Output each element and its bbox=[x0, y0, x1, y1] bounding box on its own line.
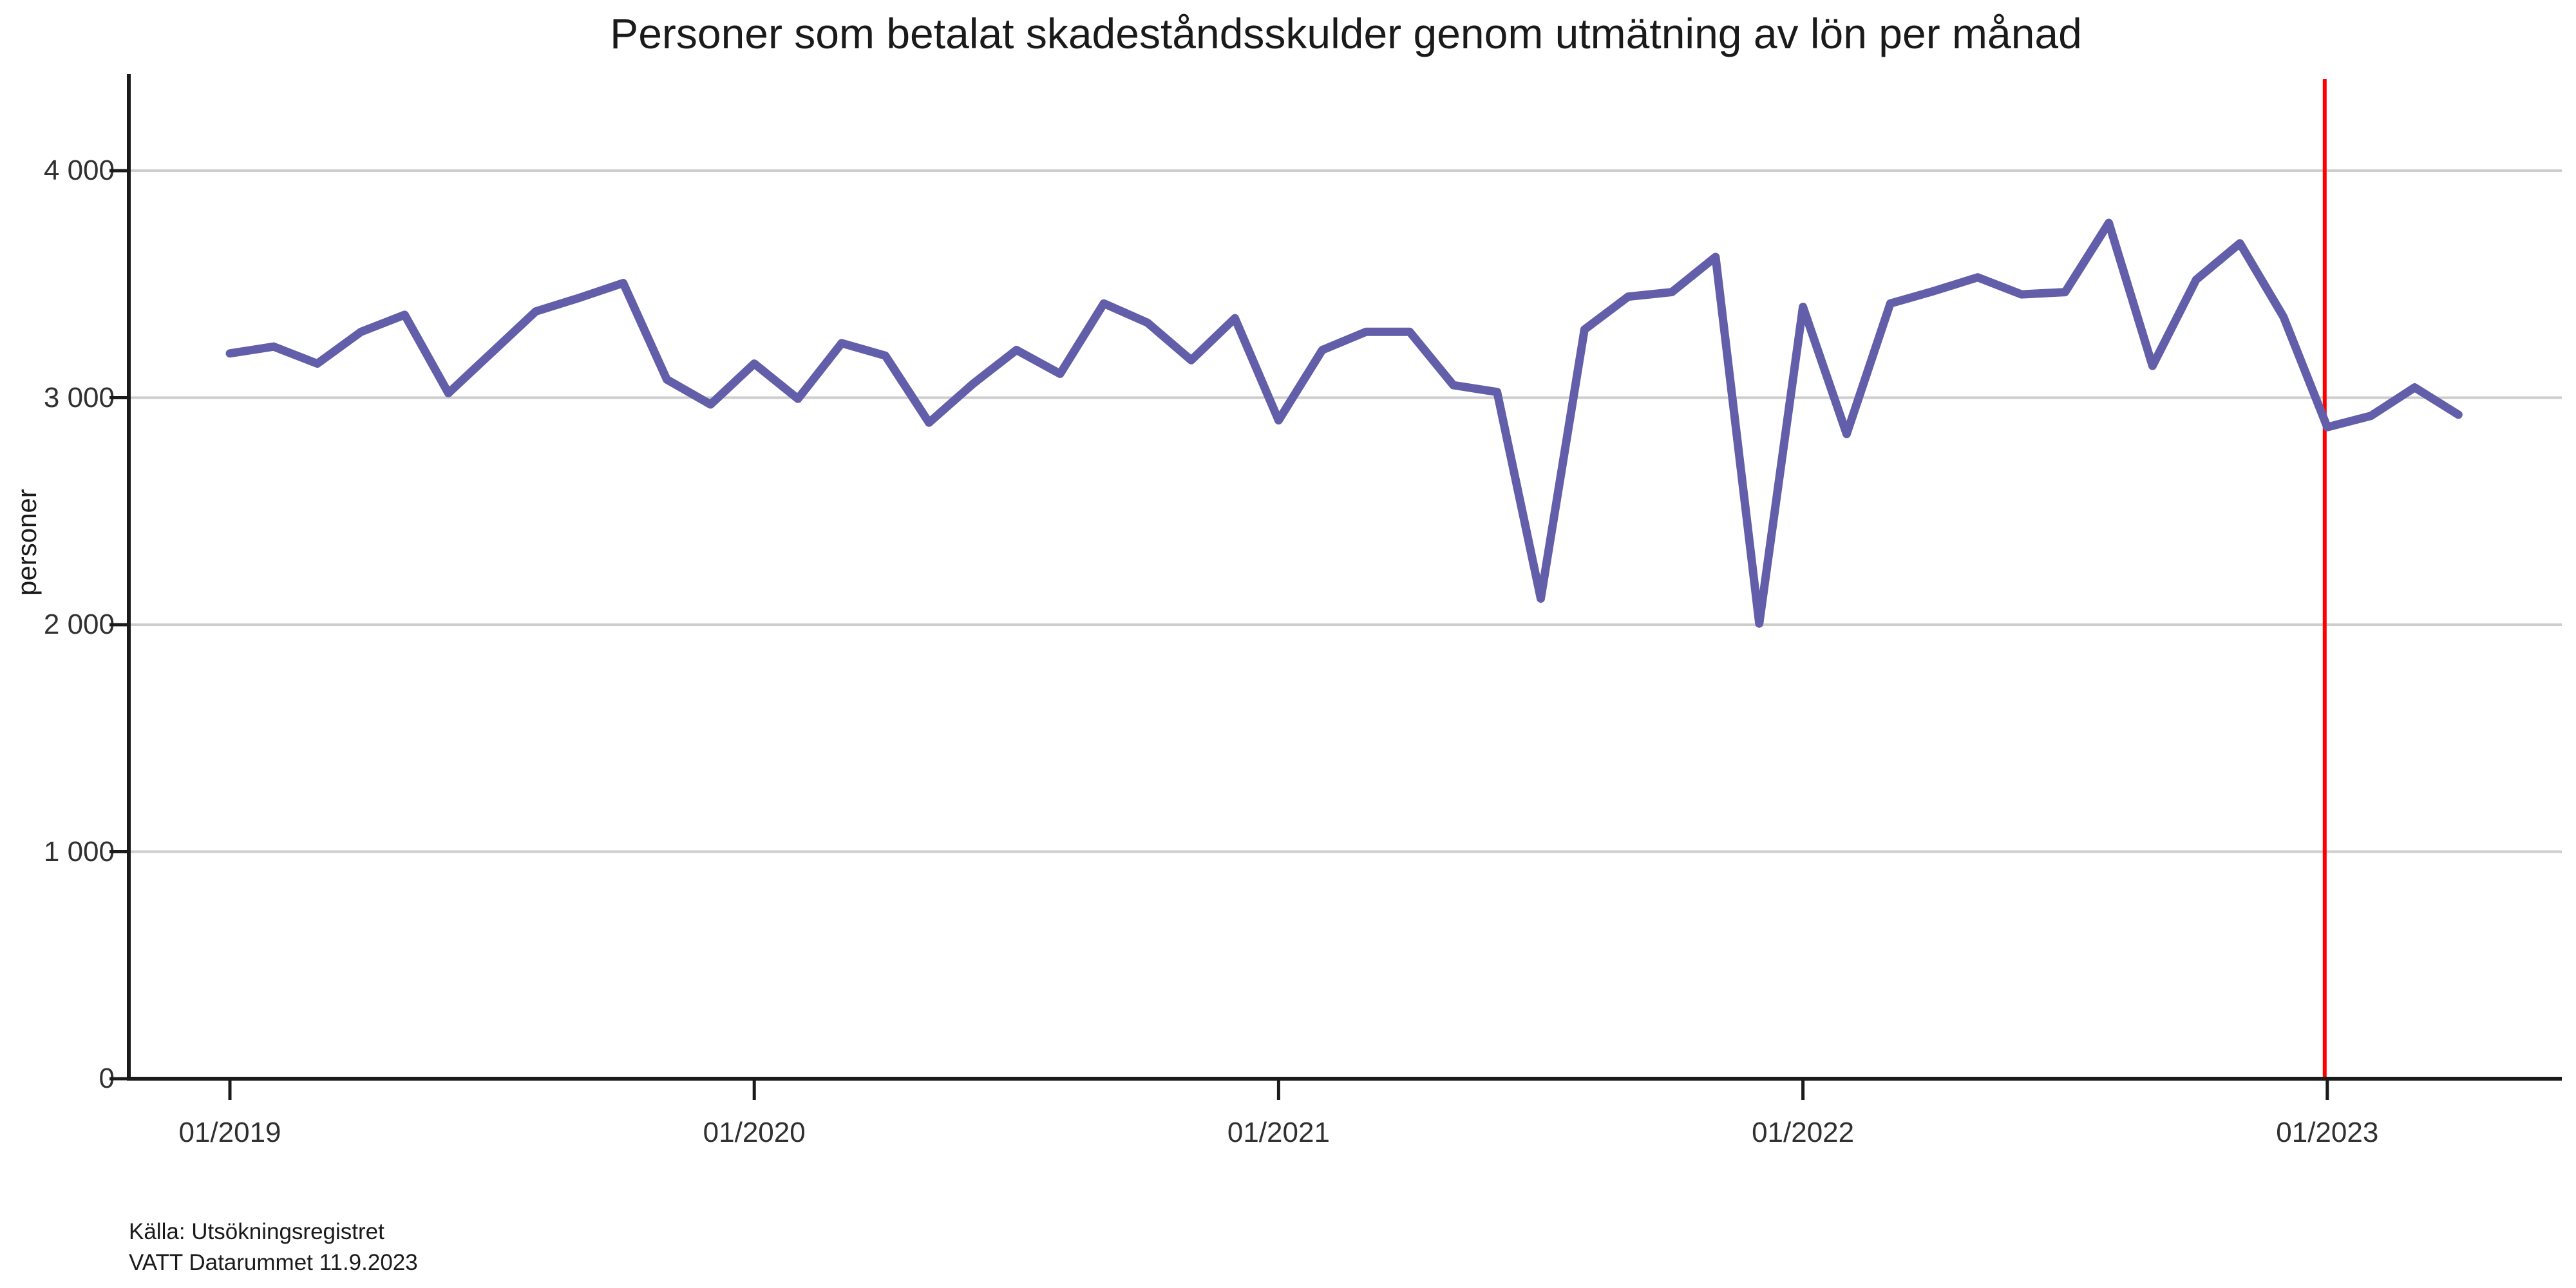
x-tick-label-01-2021: 01/2021 bbox=[1227, 1117, 1330, 1148]
y-tick-label-4000: 4 000 bbox=[43, 155, 115, 186]
x-tick-label-01-2022: 01/2022 bbox=[1752, 1117, 1855, 1148]
source-note-line-2: VATT Datarummet 11.9.2023 bbox=[129, 1250, 418, 1275]
source-note-line-1: Källa: Utsökningsregistret bbox=[129, 1219, 384, 1244]
y-tick-label-1000: 1 000 bbox=[43, 835, 115, 867]
chart-title: Personer som betalat skadeståndsskulder … bbox=[610, 10, 2082, 57]
x-tick-label-01-2019: 01/2019 bbox=[178, 1117, 281, 1148]
x-tick-label-01-2023: 01/2023 bbox=[2276, 1117, 2379, 1148]
y-tick-label-3000: 3 000 bbox=[43, 381, 115, 413]
data-line-personer bbox=[225, 218, 2463, 628]
x-tick-label-01-2020: 01/2020 bbox=[703, 1117, 806, 1148]
y-tick-label-2000: 2 000 bbox=[43, 609, 115, 640]
